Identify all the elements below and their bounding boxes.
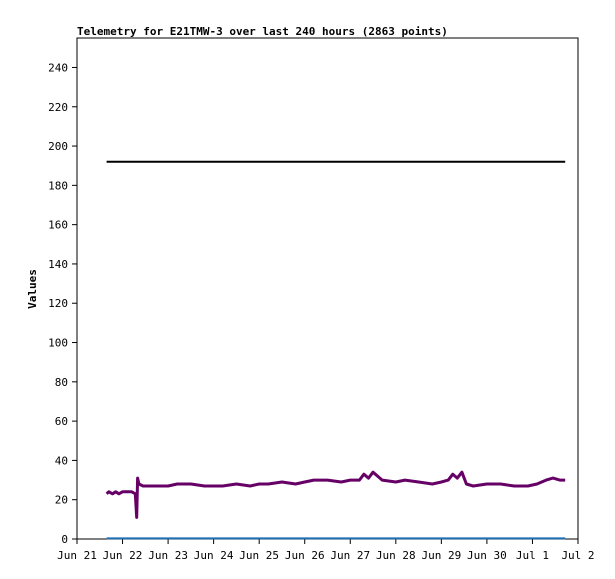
y-tick-label: 0: [61, 533, 68, 546]
x-tick-label: Jun 24: [194, 549, 234, 562]
x-tick-label: Jun 21: [57, 549, 97, 562]
y-axis-label: Values: [26, 269, 39, 309]
chart-title: Telemetry for E21TMW-3 over last 240 hou…: [77, 25, 448, 38]
x-tick-label: Jun 26: [285, 549, 325, 562]
y-tick-label: 140: [48, 258, 68, 271]
series-layer: [105, 160, 566, 540]
plot-frame: [76, 37, 579, 540]
y-tick-label: 60: [55, 415, 68, 428]
y-tick-label: 220: [48, 101, 68, 114]
y-tick-label: 120: [48, 297, 68, 310]
x-axis: Jun 21 Jun 22 Jun 23 Jun 24 Jun 25 Jun 26 Jun …: [57, 539, 595, 562]
x-tick-label: Jun 25: [239, 549, 279, 562]
y-tick-label: 180: [48, 179, 68, 192]
x-tick-label: Jul 1: [516, 549, 549, 562]
x-tick-label: Jun 29: [421, 549, 461, 562]
y-tick-label: 100: [48, 337, 68, 350]
x-tick-label: Jun 28: [376, 549, 416, 562]
y-tick-label: 240: [48, 61, 68, 74]
y-tick-label: 20: [55, 494, 68, 507]
x-tick-label: Jun 22: [103, 549, 143, 562]
x-tick-label: Jun 27: [330, 549, 370, 562]
x-tick-label: Jun 23: [148, 549, 188, 562]
x-tick-label: Jun 30: [467, 549, 507, 562]
x-tick-label: Jul 2: [561, 549, 594, 562]
y-tick-label: 80: [55, 376, 68, 389]
y-tick-label: 160: [48, 219, 68, 232]
y-axis: 0 20 40 60 80 100 120 140 160 180 200 220 240: [48, 61, 77, 546]
y-tick-label: 200: [48, 140, 68, 153]
y-tick-label: 40: [55, 454, 68, 467]
series-line-1: [105, 470, 566, 519]
